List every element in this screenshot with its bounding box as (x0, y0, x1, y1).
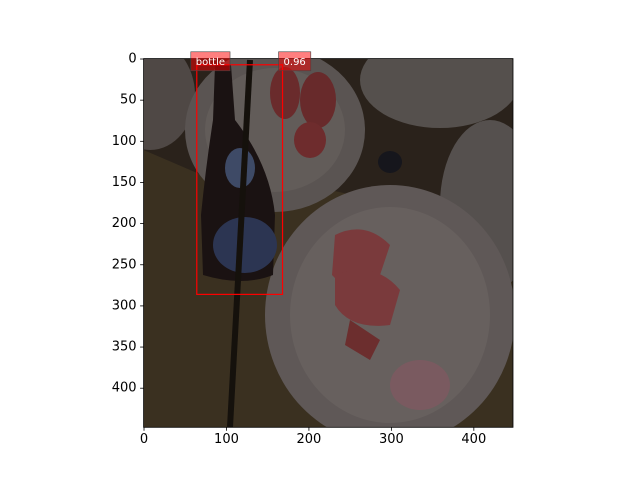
y-tick-label: 0 (128, 52, 136, 67)
y-tick-label: 50 (120, 93, 137, 108)
x-tick-label: 300 (379, 432, 404, 447)
axes-frame (143, 58, 514, 428)
bounding-box (196, 64, 284, 295)
detection-score-bg (278, 51, 312, 72)
x-tick-label: 100 (214, 432, 239, 447)
detection-label-bg (190, 51, 231, 72)
y-tick-label: 150 (112, 175, 137, 190)
y-tick-label: 200 (112, 216, 137, 231)
x-tick-label: 200 (297, 432, 322, 447)
detection-score: 0.96 (284, 57, 306, 68)
x-tick-label: 0 (140, 432, 148, 447)
photo (143, 58, 513, 428)
y-tick-label: 350 (112, 340, 137, 355)
y-tick-label: 400 (112, 381, 137, 396)
detection-label: bottle (196, 57, 225, 68)
x-tick-label: 400 (461, 432, 486, 447)
axes (143, 58, 514, 428)
y-tick-label: 300 (112, 298, 137, 313)
y-tick-label: 100 (112, 134, 137, 149)
y-tick-label: 250 (112, 257, 137, 272)
